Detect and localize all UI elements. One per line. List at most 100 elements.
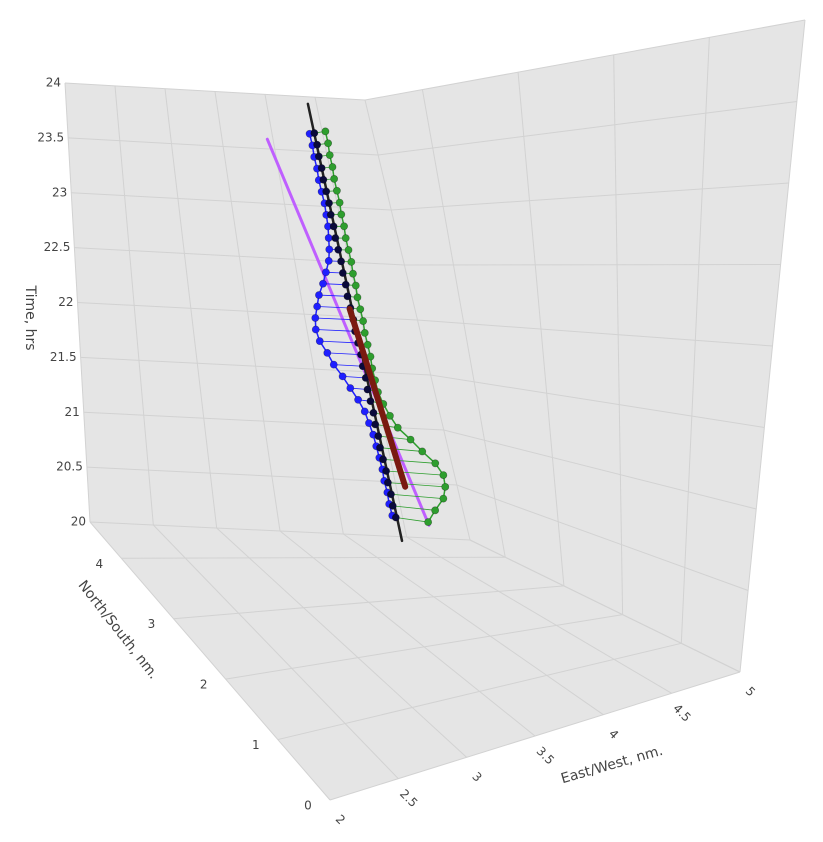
trajectory-line (346, 306, 409, 490)
marker (360, 328, 369, 337)
x-tick-label: 3.5 (534, 744, 557, 767)
marker (439, 471, 448, 480)
scene-planes (65, 20, 805, 800)
marker (319, 175, 328, 184)
hatch-line (318, 294, 348, 297)
marker (353, 293, 362, 302)
hatch-line (390, 493, 444, 499)
marker (315, 337, 324, 346)
y-tick-label: 4 (95, 557, 103, 571)
grid-line (404, 264, 781, 266)
marker (323, 349, 332, 357)
marker (382, 467, 391, 475)
marker (332, 186, 341, 195)
hatch-line (383, 458, 436, 464)
hatch-line (315, 329, 356, 332)
marker (343, 292, 352, 301)
marker (338, 372, 347, 381)
x-tick-label: 4 (606, 727, 621, 742)
hatch-line (323, 283, 346, 286)
marker (391, 513, 400, 522)
marker (354, 395, 363, 404)
marker (344, 246, 353, 254)
marker (406, 435, 415, 444)
hatch-line (378, 435, 411, 440)
marker (331, 234, 340, 242)
marker (337, 257, 346, 266)
marker (311, 314, 320, 322)
grid-line (173, 585, 564, 620)
marker (431, 506, 440, 515)
hatch-line (386, 470, 444, 476)
scene-marks (265, 102, 450, 543)
grid-line (277, 642, 682, 741)
z-tick-label: 22.5 (44, 240, 71, 254)
marker (338, 269, 347, 277)
trajectory-line (324, 130, 447, 523)
marker (329, 222, 338, 231)
marker (325, 151, 334, 160)
z-tick-label: 21 (64, 405, 79, 419)
marker (341, 280, 350, 289)
hatch-line (380, 447, 423, 452)
marker (317, 164, 326, 173)
marker (329, 360, 338, 369)
marker (324, 139, 333, 148)
marker (360, 407, 369, 416)
marker (341, 234, 350, 243)
marker (346, 384, 355, 392)
marker (376, 443, 384, 452)
z-tick-label: 23 (52, 185, 67, 199)
marker (324, 234, 333, 242)
marker (313, 140, 322, 149)
marker (315, 291, 323, 299)
marker (324, 257, 333, 265)
marker (325, 199, 333, 208)
x-tick-label: 4.5 (670, 701, 693, 724)
marker (311, 325, 320, 334)
grid-line (343, 533, 604, 716)
marker (369, 408, 378, 417)
marker (359, 317, 368, 325)
hatch-line (395, 517, 429, 523)
marker (374, 432, 383, 440)
grid-line (71, 192, 392, 211)
grid-line (443, 429, 757, 510)
grid-line (391, 182, 789, 211)
marker (313, 302, 322, 311)
z-axis-title: Time, hrs (22, 284, 38, 350)
marker (334, 245, 343, 254)
back-right-plane (365, 20, 805, 672)
x-tick-label: 5 (743, 684, 758, 699)
marker (366, 397, 375, 406)
marker (340, 222, 348, 231)
marker (314, 152, 323, 161)
marker (347, 257, 356, 266)
marker (325, 245, 334, 254)
grid-line (86, 466, 457, 486)
marker (322, 187, 331, 196)
marker (441, 482, 450, 491)
marker (335, 198, 344, 207)
marker (322, 268, 330, 277)
marker (310, 129, 319, 137)
marker (424, 518, 433, 526)
marker (351, 281, 360, 290)
hatch-line (342, 375, 366, 379)
marker (321, 127, 330, 136)
z-tick-label: 22 (58, 295, 73, 309)
grid-line (430, 374, 765, 428)
y-tick-label: 2 (200, 678, 208, 692)
z-tick-label: 21.5 (50, 350, 77, 364)
grid-line (279, 530, 536, 737)
grid-line (364, 19, 806, 101)
floor-plane (90, 522, 740, 800)
grid-line (152, 524, 399, 780)
grid-line (89, 521, 331, 801)
grid-line (378, 101, 797, 156)
x-tick-label: 2.5 (397, 787, 420, 810)
hatch-line (319, 340, 359, 344)
hatch-line (315, 317, 354, 321)
marker (330, 174, 339, 183)
